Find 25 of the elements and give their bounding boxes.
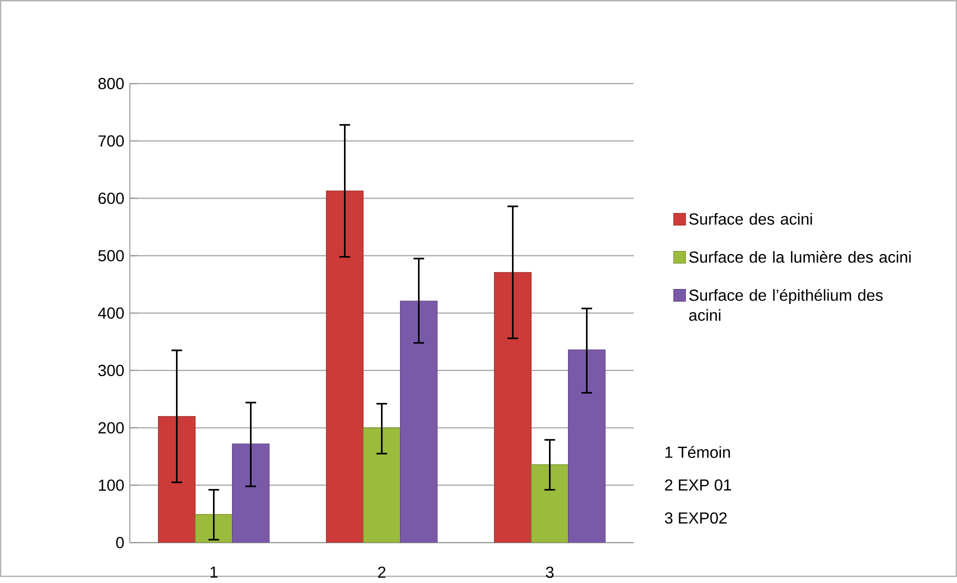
y-tick-label: 100 bbox=[98, 480, 124, 491]
y-tick-label: 700 bbox=[98, 135, 124, 147]
bar bbox=[494, 272, 532, 543]
y-tick-label: 200 bbox=[98, 422, 124, 434]
y-tick-label: 300 bbox=[98, 364, 124, 376]
bar bbox=[531, 464, 569, 543]
bar bbox=[232, 444, 270, 543]
y-tick-label: 800 bbox=[98, 78, 124, 90]
legend-label: Surface de l’épithélium des acini bbox=[689, 288, 883, 321]
text: 3 EXP02 bbox=[664, 512, 727, 524]
y-tick-label: 400 bbox=[98, 307, 124, 319]
y-tick-label: 0 bbox=[116, 536, 124, 548]
x-tick-label: 3 bbox=[546, 566, 554, 578]
bar bbox=[568, 350, 606, 543]
legend-label: Surface des acini bbox=[689, 212, 812, 225]
x-tick-label: 2 bbox=[378, 566, 386, 578]
legend-label: Surface de la lumière des acini bbox=[689, 250, 911, 263]
bar bbox=[363, 428, 401, 543]
x-tick-label: 1 bbox=[210, 566, 218, 578]
text: 2 EXP 01 bbox=[665, 479, 732, 491]
bar bbox=[326, 190, 364, 543]
y-tick-label: 600 bbox=[98, 192, 124, 204]
y-tick-label: 500 bbox=[98, 250, 124, 262]
text: 1 Témoin bbox=[665, 446, 730, 458]
bar bbox=[400, 300, 438, 543]
